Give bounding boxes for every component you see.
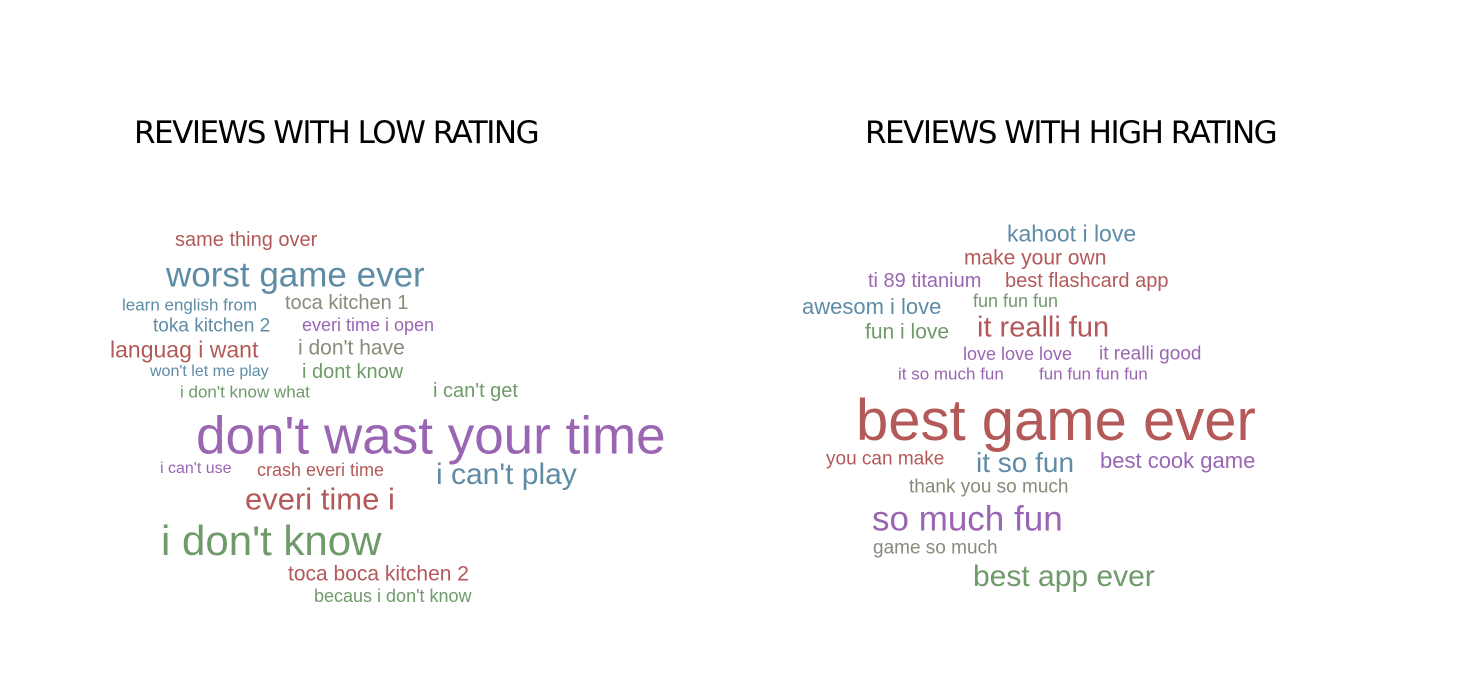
word-cloud-term: worst game ever <box>166 255 425 295</box>
word-cloud-term: becaus i don't know <box>314 586 472 606</box>
word-cloud-term: best game ever <box>856 388 1256 453</box>
word-cloud-term: love love love <box>963 344 1073 364</box>
word-cloud-term: awesom i love <box>802 294 942 319</box>
word-cloud-term: it realli fun <box>977 311 1110 344</box>
word-cloud-term: kahoot i love <box>1007 220 1137 247</box>
word-cloud-term: thank you so much <box>909 476 1069 498</box>
word-cloud-term: i don't know what <box>180 382 310 402</box>
word-cloud-term: i can't use <box>160 460 232 477</box>
word-cloud-term: i don't know <box>161 517 382 564</box>
word-cloud-term: best cook game <box>1100 448 1256 473</box>
word-cloud-term: toca boca kitchen 2 <box>288 562 469 586</box>
word-cloud-term: don't wast your time <box>196 406 666 466</box>
high-rating-word-cloud: kahoot i love make your own ti 89 titani… <box>731 0 1463 678</box>
word-cloud-term: same thing over <box>175 229 318 251</box>
word-cloud-term: languag i want <box>110 336 259 363</box>
word-cloud-term: best flashcard app <box>1005 270 1169 292</box>
word-cloud-term: game so much <box>873 537 998 559</box>
high-rating-panel: REVIEWS WITH HIGH RATING kahoot i love m… <box>731 0 1463 678</box>
word-cloud-term: make your own <box>964 246 1107 270</box>
word-cloud-term: it so much fun <box>898 364 1004 384</box>
word-cloud-term: fun fun fun <box>973 291 1059 311</box>
word-cloud-term: ti 89 titanium <box>868 270 982 292</box>
word-cloud-term: toca kitchen 1 <box>285 292 409 314</box>
word-cloud-term: crash everi time <box>257 460 385 480</box>
word-cloud-term: so much fun <box>872 499 1063 539</box>
word-cloud-term: fun i love <box>865 320 950 344</box>
word-cloud-term: you can make <box>826 448 945 470</box>
word-cloud-term: learn english from <box>122 295 258 315</box>
word-cloud-term: it so fun <box>976 447 1075 478</box>
word-cloud-term: i can't play <box>436 458 577 491</box>
low-rating-panel: REVIEWS WITH LOW RATING same thing over … <box>0 0 731 678</box>
low-rating-title: REVIEWS WITH LOW RATING <box>134 115 540 151</box>
low-rating-word-cloud: same thing over worst game ever learn en… <box>0 0 731 678</box>
word-cloud-term: won't let me play <box>150 363 269 380</box>
high-rating-title: REVIEWS WITH HIGH RATING <box>865 115 1278 151</box>
word-cloud-term: fun fun fun fun <box>1039 364 1148 384</box>
word-cloud-term: i don't have <box>298 336 405 360</box>
word-cloud-term: toka kitchen 2 <box>153 315 271 337</box>
word-cloud-term: best app ever <box>973 560 1155 593</box>
word-cloud-term: it realli good <box>1099 343 1202 365</box>
word-cloud-term: everi time i <box>245 481 395 517</box>
word-cloud-term: i dont know <box>302 361 404 383</box>
word-cloud-term: i can't get <box>433 380 518 402</box>
word-cloud-term: everi time i open <box>302 315 435 335</box>
